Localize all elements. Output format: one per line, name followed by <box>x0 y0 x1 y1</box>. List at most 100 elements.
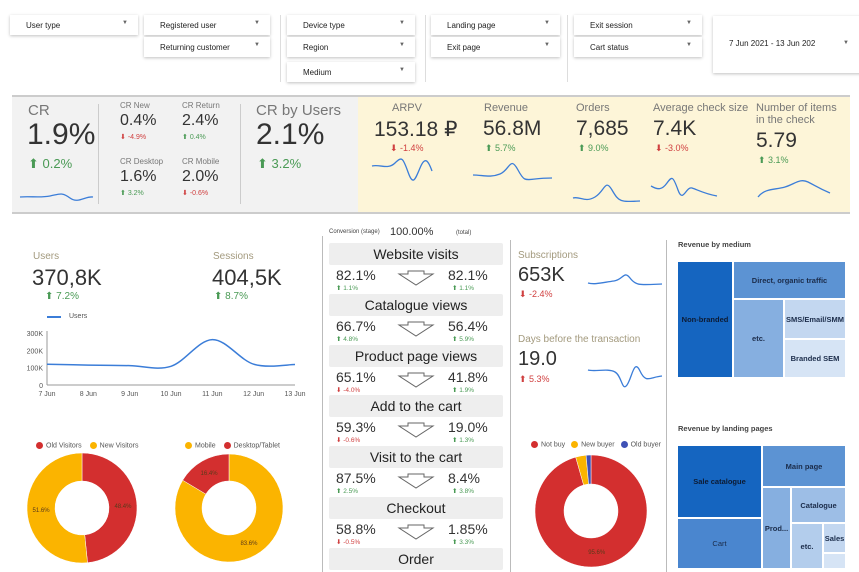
funnel-stage[interactable]: Order <box>329 547 503 570</box>
total-conversion-delta: ⬆ 3.3% <box>452 539 475 546</box>
legend-line <box>47 315 61 318</box>
chevron-down-icon: ▼ <box>544 42 550 48</box>
treemap-cell-sms[interactable]: SMS/Email/SMM <box>784 299 846 339</box>
arpv-delta: ⬇ -1.4% <box>390 143 424 153</box>
divider <box>510 240 511 572</box>
funnel-stage[interactable]: Product page views <box>329 344 503 367</box>
cell-label: Branded SEM <box>790 354 840 363</box>
donut-slice[interactable] <box>585 454 592 485</box>
cr-new-value: 0.4% <box>120 112 157 129</box>
users-value: 370,8K <box>32 265 102 290</box>
orders-delta: ⬆ 9.0% <box>578 143 609 153</box>
delta-text: -0.6% <box>343 437 361 445</box>
chevron-down-icon: ▼ <box>399 67 405 73</box>
subscriptions-delta: ⬇ -2.4% <box>519 289 553 299</box>
treemap-cell-branded-sem[interactable]: Branded SEM <box>784 339 846 378</box>
y-tick-label: 100K <box>27 366 44 373</box>
treemap-cell-sales[interactable]: Sales <box>823 523 846 553</box>
treemap-cell-etc[interactable]: etc. <box>733 299 784 378</box>
arrow-down-icon <box>397 372 435 388</box>
treemap-cell-etc[interactable]: etc. <box>791 523 823 569</box>
delta-text: 3.2% <box>127 190 144 197</box>
stage-conversion: 66.7% <box>336 317 376 334</box>
funnel-stage[interactable]: Add to the cart <box>329 395 503 418</box>
funnel-stage[interactable]: Visit to the cart <box>329 446 503 469</box>
medium-dropdown[interactable]: Medium ▼ <box>287 62 415 82</box>
date-range-picker[interactable]: 7 Jun 2021 - 13 Jun 202 ▼ <box>713 16 859 73</box>
slice-label: 95.6% <box>588 550 606 556</box>
sessions-label: Sessions <box>213 251 254 262</box>
chevron-down-icon: ▼ <box>686 42 692 48</box>
funnel-stage[interactable]: Checkout <box>329 497 503 519</box>
users-series-line <box>46 338 296 369</box>
avg-check-label: Average check size <box>653 102 749 114</box>
delta-text: 5.9% <box>459 335 475 343</box>
delta-text: -3.0% <box>665 143 689 153</box>
items-value: 5.79 <box>756 129 797 152</box>
dropdown-label: Landing page <box>447 21 496 30</box>
delta-text: -0.6% <box>189 190 209 197</box>
donut-slice[interactable] <box>534 454 648 568</box>
revenue-label: Revenue <box>484 102 529 114</box>
dropdown-label: Exit session <box>590 21 633 30</box>
legend-label: Old buyer <box>630 441 661 449</box>
cart-status-dropdown[interactable]: Cart status ▼ <box>574 37 702 57</box>
user-type-dropdown[interactable]: User type ▼ <box>10 15 138 35</box>
donut-slice[interactable] <box>182 453 230 495</box>
x-tick-label: 9 Jun <box>121 391 138 398</box>
treemap-cell-sale-catalogue[interactable]: Sale catalogue <box>677 445 762 518</box>
divider <box>666 240 667 572</box>
chevron-down-icon: ▼ <box>843 40 849 46</box>
legend-label: Users <box>69 313 88 320</box>
funnel-stage[interactable]: Catalogue views <box>329 293 503 316</box>
dropdown-label: Medium <box>303 68 332 77</box>
cell-label: etc. <box>800 541 814 551</box>
treemap-cell-product[interactable]: Prod... <box>762 487 791 569</box>
treemap-cell-cart[interactable]: Cart <box>677 518 762 569</box>
funnel-stage[interactable]: Website visits <box>329 243 503 265</box>
treemap-cell-non-branded[interactable]: Non-branded <box>677 261 733 378</box>
delta-text: -1.4% <box>400 143 424 153</box>
total-conversion-delta: ⬆ 1.9% <box>452 386 475 394</box>
sessions-delta: ⬆ 8.7% <box>214 291 248 302</box>
landing-page-dropdown[interactable]: Landing page ▼ <box>431 15 560 35</box>
delta-text: 8.7% <box>225 291 248 302</box>
treemap-cell-main-page[interactable]: Main page <box>762 445 846 487</box>
users-label: Users <box>33 251 60 262</box>
days-before-value: 19.0 <box>518 348 557 370</box>
legend-label: New buyer <box>581 441 615 449</box>
items-label: Number of items in the check <box>756 102 837 126</box>
treemap-cell-catalogue[interactable]: Catalogue <box>791 487 846 523</box>
exit-session-dropdown[interactable]: Exit session ▼ <box>574 15 702 35</box>
cr-return-label: CR Return <box>182 101 220 110</box>
device-type-dropdown[interactable]: Device type ▼ <box>287 15 415 35</box>
cell-label: Sale catalogue <box>693 477 746 486</box>
returning-customer-dropdown[interactable]: Returning customer ▼ <box>144 37 270 57</box>
delta-text: 0.2% <box>42 156 73 171</box>
delta-text: 5.7% <box>495 143 516 153</box>
delta-text: 5.3% <box>529 374 550 384</box>
delta-text: -4.0% <box>343 386 361 394</box>
registered-user-dropdown[interactable]: Registered user ▼ <box>144 15 270 35</box>
treemap-cell-other[interactable] <box>823 553 846 569</box>
arrow-down-icon <box>397 270 435 286</box>
donut-slice[interactable] <box>26 452 88 564</box>
region-dropdown[interactable]: Region ▼ <box>287 37 415 57</box>
x-tick-label: 12 Jun <box>243 391 264 398</box>
chevron-down-icon: ▼ <box>254 20 260 26</box>
stage-conversion-delta: ⬆ 4.8% <box>336 335 359 343</box>
exit-page-dropdown[interactable]: Exit page ▼ <box>431 37 560 57</box>
cr-label: CR <box>28 102 50 119</box>
legend-item: Desktop/Tablet <box>223 442 280 449</box>
divider <box>567 15 568 82</box>
legend-item: New Visitors <box>89 442 138 449</box>
arrow-down-icon <box>397 422 435 438</box>
date-range-label: 7 Jun 2021 - 13 Jun 202 <box>729 39 816 48</box>
treemap-cell-direct[interactable]: Direct, organic traffic <box>733 261 846 299</box>
donut-slice[interactable] <box>81 452 138 563</box>
arpv-sparkline <box>371 158 433 181</box>
legend-label: Old Visitors <box>46 442 82 450</box>
donut-slice[interactable] <box>174 453 284 563</box>
